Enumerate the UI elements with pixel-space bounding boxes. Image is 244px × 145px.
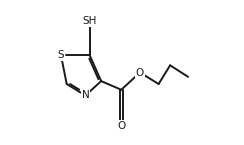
Text: O: O: [117, 121, 125, 131]
Text: N: N: [81, 90, 89, 100]
Text: S: S: [58, 50, 64, 60]
Text: O: O: [136, 68, 144, 77]
Text: SH: SH: [82, 16, 97, 26]
